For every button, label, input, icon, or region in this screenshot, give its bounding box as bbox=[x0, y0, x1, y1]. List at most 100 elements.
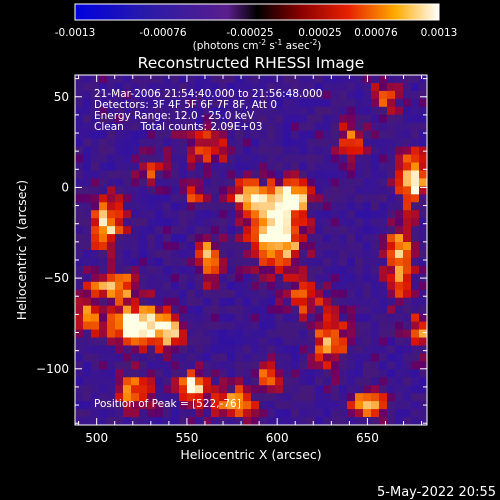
heatmap-cell bbox=[195, 186, 204, 195]
heatmap-cell bbox=[419, 226, 427, 235]
heatmap-cell bbox=[259, 234, 268, 243]
heatmap-cell bbox=[395, 130, 404, 140]
heatmap-cell bbox=[339, 393, 348, 402]
heatmap-cell bbox=[259, 114, 268, 124]
heatmap-cell bbox=[235, 257, 244, 267]
annotation-block: 21-Mar-2006 21:54:40.000 to 21:56:48.000… bbox=[94, 88, 322, 133]
heatmap-cell bbox=[403, 75, 412, 84]
heatmap-cell bbox=[291, 106, 300, 116]
heatmap-cell bbox=[251, 353, 260, 362]
heatmap-cell bbox=[395, 321, 404, 331]
heatmap-cell bbox=[155, 82, 164, 92]
heatmap-cell bbox=[315, 250, 324, 259]
heatmap-cell bbox=[99, 369, 108, 378]
heatmap-cell bbox=[355, 337, 364, 347]
heatmap-cell bbox=[83, 170, 92, 180]
heatmap-cell bbox=[403, 289, 412, 299]
heatmap-cell bbox=[259, 417, 268, 425]
heatmap-cell bbox=[323, 321, 332, 331]
heatmap-cell bbox=[99, 305, 108, 315]
heatmap-cell bbox=[411, 98, 420, 108]
heatmap-cell bbox=[339, 329, 348, 339]
heatmap-cell bbox=[419, 98, 427, 108]
heatmap-cell bbox=[307, 130, 316, 140]
heatmap-cell bbox=[339, 289, 348, 299]
heatmap-cell bbox=[395, 297, 404, 307]
heatmap-cell bbox=[331, 114, 340, 124]
heatmap-cell bbox=[179, 377, 188, 386]
heatmap-cell bbox=[411, 122, 420, 132]
y-axis-label: Heliocentric Y (arcsec) bbox=[14, 180, 29, 320]
heatmap-cell bbox=[395, 194, 404, 203]
heatmap-cell bbox=[283, 361, 292, 370]
heatmap-cell bbox=[99, 106, 108, 116]
heatmap-cell bbox=[371, 417, 380, 425]
heatmap-cell bbox=[123, 337, 132, 347]
heatmap-cell bbox=[211, 186, 220, 195]
heatmap-cell bbox=[155, 377, 164, 386]
heatmap-cell bbox=[155, 154, 164, 164]
heatmap-cell bbox=[315, 353, 324, 362]
heatmap-cell bbox=[195, 202, 204, 211]
heatmap-cell bbox=[155, 234, 164, 243]
heatmap-cell bbox=[355, 393, 364, 402]
heatmap-cell bbox=[147, 114, 156, 124]
heatmap-cell bbox=[283, 170, 292, 180]
heatmap-cell bbox=[331, 194, 340, 203]
heatmap-cell bbox=[371, 234, 380, 243]
heatmap-cell bbox=[275, 273, 284, 283]
heatmap-cell bbox=[155, 361, 164, 370]
heatmap-cell bbox=[83, 305, 92, 315]
heatmap-cell bbox=[387, 250, 396, 259]
heatmap-cell bbox=[283, 369, 292, 378]
heatmap-cell bbox=[323, 114, 332, 124]
heatmap-cell bbox=[355, 345, 364, 355]
heatmap-cell bbox=[195, 194, 204, 203]
heatmap-cell bbox=[219, 178, 228, 187]
heatmap-cell bbox=[331, 146, 340, 156]
heatmap-cell bbox=[267, 210, 276, 219]
heatmap-cell bbox=[91, 361, 100, 370]
heatmap-cell bbox=[363, 98, 372, 108]
heatmap-cell bbox=[387, 202, 396, 211]
heatmap-cell bbox=[387, 377, 396, 386]
heatmap-cell bbox=[107, 106, 116, 116]
heatmap-cell bbox=[291, 234, 300, 243]
heatmap-cell bbox=[211, 273, 220, 283]
heatmap-cell bbox=[139, 98, 148, 108]
heatmap-cell bbox=[147, 289, 156, 299]
heatmap-cell bbox=[83, 313, 92, 323]
heatmap-cell bbox=[411, 202, 420, 211]
heatmap-cell bbox=[395, 170, 404, 180]
heatmap-cell bbox=[323, 75, 332, 84]
heatmap-cell bbox=[403, 226, 412, 235]
heatmap-cell bbox=[363, 82, 372, 92]
heatmap-cell bbox=[275, 321, 284, 331]
heatmap-cell bbox=[171, 170, 180, 180]
heatmap-cell bbox=[299, 353, 308, 362]
heatmap-cell bbox=[91, 313, 100, 323]
heatmap-cell bbox=[315, 98, 324, 108]
heatmap-cell bbox=[219, 138, 228, 148]
heatmap-cell bbox=[123, 353, 132, 362]
annotation-energy: Energy Range: 12.0 - 25.0 keV bbox=[94, 110, 255, 122]
heatmap-cell bbox=[187, 75, 196, 84]
heatmap-cell bbox=[363, 313, 372, 323]
heatmap-cell bbox=[243, 250, 252, 259]
heatmap-cell bbox=[91, 106, 100, 116]
heatmap-cell bbox=[99, 297, 108, 307]
heatmap-cell bbox=[355, 178, 364, 187]
heatmap-cell bbox=[355, 234, 364, 243]
heatmap-cell bbox=[283, 329, 292, 339]
heatmap-cell bbox=[395, 122, 404, 132]
heatmap-cell bbox=[163, 242, 172, 251]
heatmap-cell bbox=[307, 329, 316, 339]
heatmap-cell bbox=[163, 401, 172, 410]
heatmap-cell bbox=[259, 178, 268, 187]
heatmap-cell bbox=[331, 162, 340, 172]
heatmap-cell bbox=[267, 178, 276, 187]
heatmap-cell bbox=[83, 401, 92, 410]
heatmap-cell bbox=[403, 154, 412, 164]
heatmap-cell bbox=[379, 75, 388, 84]
heatmap-cell bbox=[115, 297, 124, 307]
